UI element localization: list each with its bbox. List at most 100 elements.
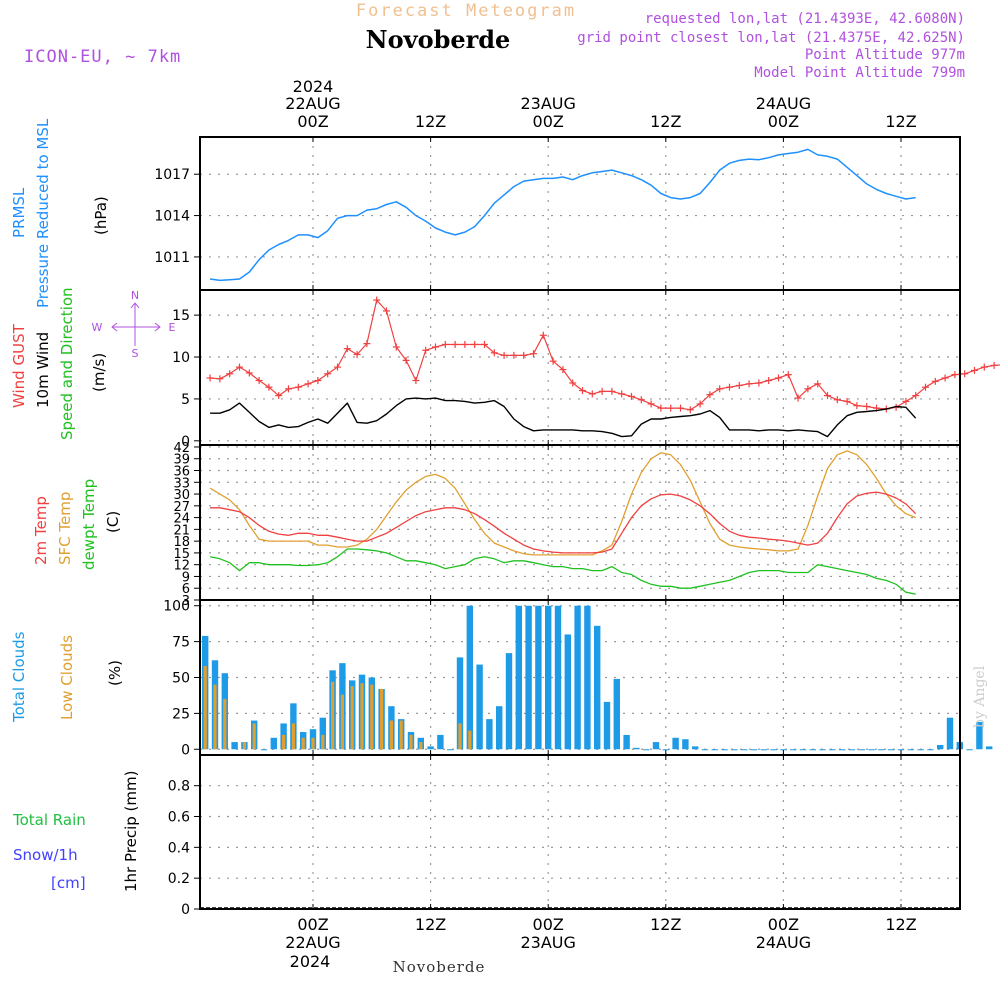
- y-tick-label: 24: [173, 512, 190, 527]
- panel-frame: [199, 136, 961, 291]
- gust-marker: [422, 346, 430, 354]
- low-cloud-bar: [340, 694, 344, 750]
- gust-marker: [549, 357, 557, 365]
- total-cloud-bar: [231, 742, 238, 750]
- y-tick-label: 42: [173, 441, 190, 456]
- gust-marker: [961, 370, 969, 378]
- total-cloud-bar: [799, 749, 807, 751]
- chart-title: Forecast Meteogram: [356, 1, 576, 21]
- low-cloud-bar: [311, 737, 315, 750]
- total-cloud-bar: [437, 734, 444, 750]
- gust-marker: [647, 400, 655, 408]
- y-tick-label: 36: [173, 465, 190, 480]
- compass-north: N: [131, 289, 139, 302]
- gust-marker: [510, 351, 518, 359]
- total-cloud-bar: [888, 749, 895, 751]
- total-cloud-bar: [652, 742, 660, 750]
- y-tick-label: 15: [172, 308, 190, 324]
- bottom-hour-00z-22aug: 00Z: [297, 915, 328, 934]
- top-hour-00z-23aug: 00Z: [533, 112, 564, 131]
- low-cloud-bar: [389, 720, 393, 750]
- gust-marker: [755, 379, 763, 387]
- y-tick-label: 18: [173, 535, 190, 550]
- total-cloud-bar: [319, 717, 326, 750]
- low-cloud-bar: [350, 686, 354, 750]
- gust-marker: [735, 382, 743, 390]
- gust-marker: [941, 374, 949, 382]
- total-cloud-bar: [917, 749, 924, 751]
- gust-marker: [686, 406, 694, 414]
- total-cloud-bar: [927, 749, 934, 751]
- gust-marker: [392, 343, 400, 351]
- gust-marker: [579, 387, 586, 395]
- y-tick-label: 33: [173, 476, 190, 491]
- gust-marker: [304, 380, 312, 388]
- bottom-hour-00z-23aug: 00Z: [533, 915, 564, 934]
- gust-marker: [471, 340, 479, 348]
- credit-label: by Angel: [972, 665, 988, 728]
- low-cloud-bar: [282, 734, 286, 750]
- gust-marker: [294, 383, 302, 391]
- pressure-unit: (hPa): [92, 196, 110, 235]
- gust-marker: [951, 371, 959, 379]
- total-cloud-bar: [966, 749, 973, 751]
- bottom-hour-12z-22aug: 12Z: [415, 915, 446, 934]
- gridpoint-lonlat: grid point closest lon,lat (21.4375E, 42…: [577, 30, 965, 46]
- total-cloud-bar: [270, 737, 277, 750]
- total-cloud-bar: [554, 605, 562, 750]
- compass-south: S: [132, 347, 139, 360]
- total-cloud-bar: [486, 719, 493, 750]
- gust-marker: [716, 385, 724, 393]
- wind-10m-line: [210, 397, 917, 438]
- total-cloud-bar: [545, 605, 552, 750]
- total-cloud-bar: [711, 749, 718, 751]
- low-cloud-bar: [370, 684, 374, 750]
- gust-marker: [363, 340, 371, 348]
- station-name: Novoberde: [366, 25, 511, 54]
- total-cloud-bar: [574, 605, 581, 750]
- total-cloud-bar: [466, 605, 473, 750]
- gust-marker: [745, 380, 753, 388]
- gust-marker: [275, 392, 283, 400]
- gust-marker: [971, 366, 978, 374]
- low-cloud-bar: [458, 723, 462, 750]
- top-hour-12z-24aug: 12Z: [885, 112, 916, 131]
- top-date-22aug: 22AUG: [285, 94, 340, 113]
- panel-frame: [199, 289, 961, 446]
- temp-unit: (C): [104, 511, 122, 533]
- total-cloud-bar: [643, 749, 650, 751]
- total-cloud-bar: [456, 657, 464, 750]
- cloud-label-low: Low Clouds: [58, 635, 76, 720]
- gust-marker: [853, 402, 861, 410]
- dewpt-temp-line: [209, 548, 916, 595]
- gust-marker: [931, 377, 939, 385]
- total-cloud-bar: [682, 739, 689, 750]
- gust-marker: [765, 376, 773, 384]
- gust-marker: [383, 307, 390, 315]
- bottom-date-24aug: 24AUG: [756, 933, 811, 952]
- total-cloud-bar: [613, 678, 620, 750]
- compass-east: E: [169, 321, 176, 334]
- gust-marker: [990, 361, 998, 369]
- data-marks: [200, 148, 1000, 909]
- low-cloud-bar: [223, 699, 227, 750]
- bottom-hour-12z-24aug: 12Z: [885, 915, 916, 934]
- total-cloud-bar: [427, 746, 434, 750]
- gust-marker: [490, 349, 498, 357]
- low-cloud-bar: [380, 688, 384, 750]
- total-cloud-bar: [447, 749, 454, 751]
- y-tick-label: 100: [163, 599, 190, 615]
- y-tick-label: 0.2: [168, 871, 190, 887]
- total-cloud-bar: [848, 749, 856, 751]
- gust-marker: [539, 331, 547, 339]
- y-tick-label: 0.4: [168, 840, 190, 856]
- gust-marker: [902, 397, 910, 405]
- top-year-label: 2024: [293, 77, 334, 96]
- gust-marker: [265, 383, 273, 391]
- total-cloud-bar: [603, 701, 611, 750]
- total-cloud-bar: [721, 749, 728, 751]
- gust-marker: [559, 366, 567, 374]
- gust-marker: [922, 383, 929, 391]
- cloud-label-total: Total Clouds: [10, 631, 28, 723]
- low-cloud-bar: [242, 742, 246, 750]
